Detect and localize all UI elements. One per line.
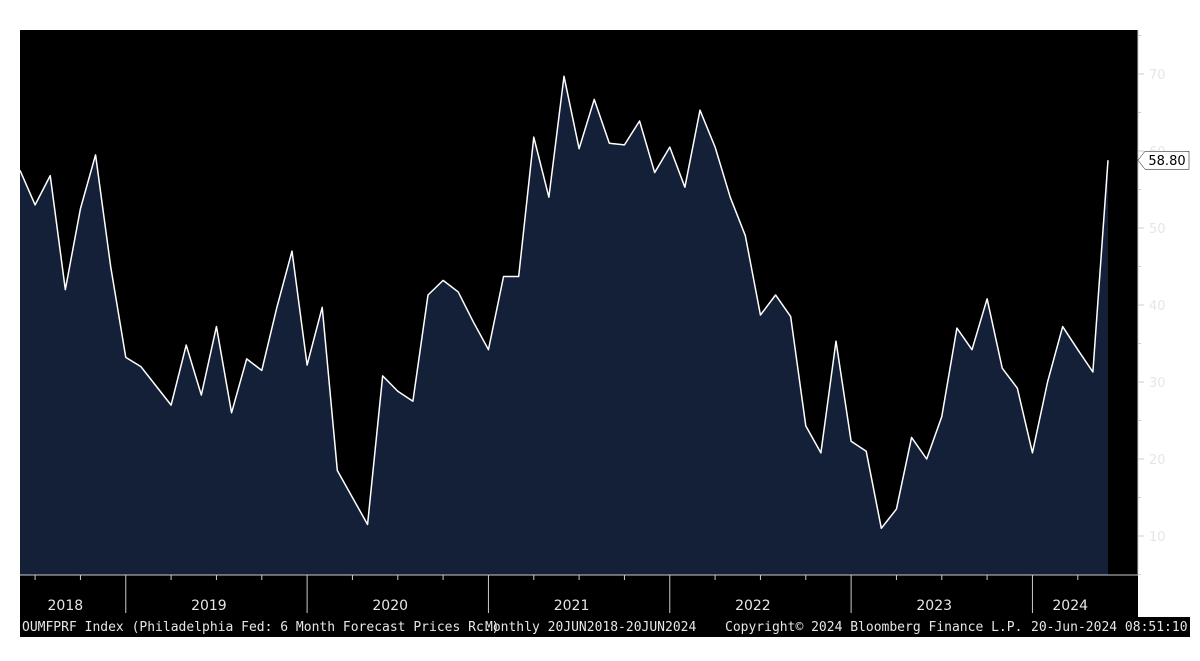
y-tick-label: 20 — [1149, 453, 1166, 468]
last-value-box — [1137, 150, 1190, 170]
y-tick-label: 70 — [1149, 68, 1166, 83]
x-year-label: 2019 — [191, 598, 227, 614]
footer-band — [20, 617, 1190, 637]
series-line — [19, 75, 1109, 530]
y-axis-ticks: 10203040506070 — [1138, 35, 1166, 575]
series-area — [20, 76, 1108, 575]
x-year-label: 2023 — [916, 598, 952, 614]
y-tick-label: 40 — [1149, 299, 1166, 314]
x-year-label: 2021 — [554, 598, 590, 614]
footer-ticker: OUMFPRF Index (Philadelphia Fed: 6 Month… — [22, 620, 499, 635]
x-year-label: 2024 — [1052, 598, 1088, 614]
x-year-label: 2022 — [735, 598, 771, 614]
footer-range: Monthly 20JUN2018-20JUN2024 — [485, 620, 696, 635]
x-axis-ticks: 2018 2019 2020 2021 2022 2023 2024 — [34, 575, 1088, 614]
y-tick-label: 10 — [1149, 530, 1166, 545]
x-year-label: 2018 — [48, 598, 84, 614]
footer-copyright: Copyright© 2024 Bloomberg Finance L.P. — [725, 620, 1022, 635]
x-year-label: 2020 — [372, 598, 408, 614]
last-value-text: 58.80 — [1148, 154, 1185, 169]
last-value-label: 58.80 — [1137, 150, 1190, 170]
y-tick-label: 30 — [1149, 376, 1166, 391]
footer-timestamp: 20-Jun-2024 08:51:10 — [1031, 620, 1188, 635]
x-axis-band — [20, 575, 1138, 617]
y-tick-label: 50 — [1149, 222, 1166, 237]
